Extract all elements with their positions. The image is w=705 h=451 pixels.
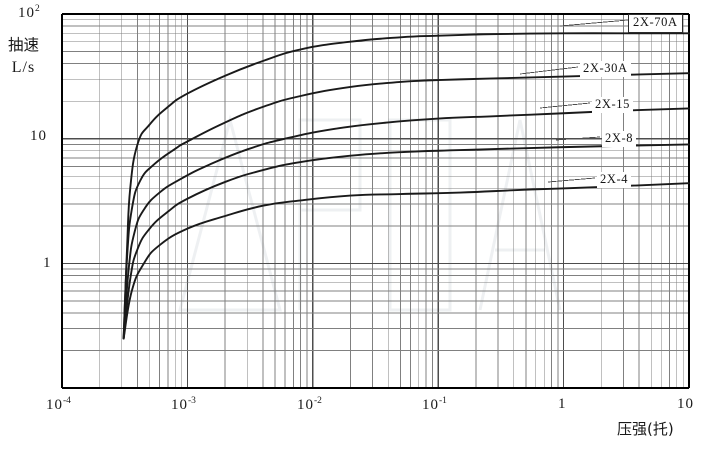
series-label-2x-30a: 2X-30A [580,61,631,77]
series-curve [122,182,690,340]
y-axis-title-unit: L/s [11,59,36,77]
series-label-2x-15: 2X-15 [592,97,633,113]
y-axis-title: 抽速 L/s [8,34,39,80]
x-tick-label: 1 [558,396,567,412]
y-tick-label: 10 [30,128,47,144]
x-tick-label: 10-4 [46,396,71,413]
series-curve [122,32,690,340]
series-curve [122,72,690,340]
plot-frame [60,12,691,390]
series-label-2x-8: 2X-8 [602,131,637,147]
series-curves [122,19,690,340]
x-tick-label: 10-2 [297,396,322,413]
series-label-2x-70a: 2X-70A [628,14,683,33]
x-axis-title: 压强(托) [617,420,674,438]
series-label-2x-4: 2X-4 [597,172,632,188]
y-tick-label: 1 [43,255,52,271]
series-curve [122,143,690,340]
series-curve [122,107,690,340]
x-tick-label: 10 [677,396,694,412]
y-tick-label: 102 [18,4,40,21]
x-tick-label: 10-1 [422,396,447,413]
x-tick-label: 10-3 [171,396,196,413]
y-axis-title-line1: 抽速 [8,36,40,54]
